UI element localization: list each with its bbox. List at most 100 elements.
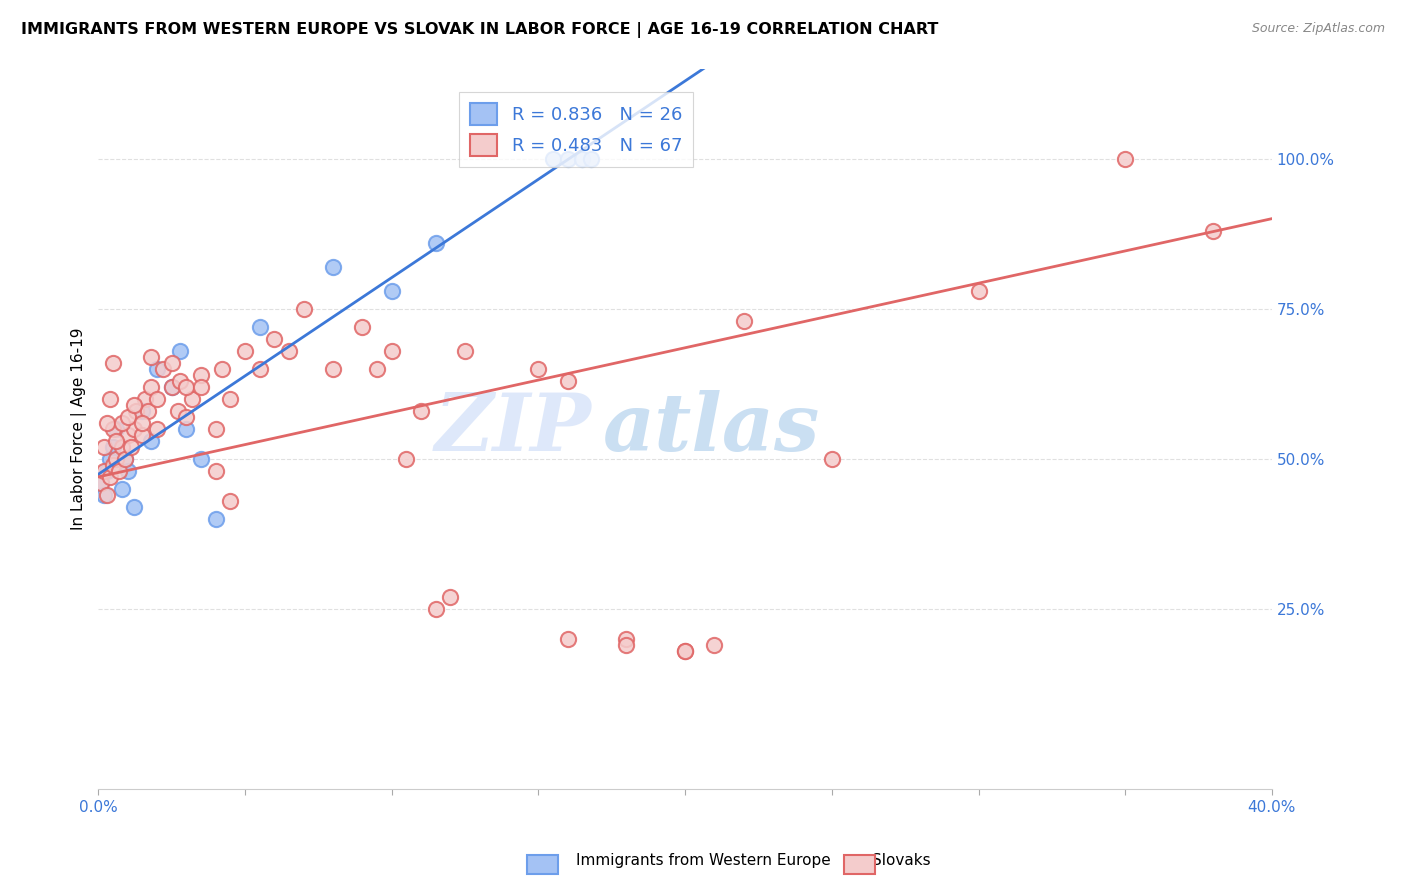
Point (98, 451, 121, 466)
Point (93, 488, 115, 502)
Point (141, 434, 163, 448)
Point (249, 361, 271, 376)
Point (233, 343, 256, 358)
Point (204, 464, 226, 478)
Point (557, 632, 579, 646)
Point (98, 470, 121, 484)
Point (381, 284, 404, 298)
Point (93, 464, 115, 478)
Point (111, 440, 134, 454)
Point (733, 314, 755, 328)
Point (409, 404, 432, 418)
Point (176, 422, 198, 436)
Point (141, 380, 163, 394)
Point (146, 422, 169, 436)
Point (381, 343, 404, 358)
Point (169, 374, 191, 388)
Point (249, 319, 271, 334)
Point (454, 343, 477, 358)
Point (352, 319, 374, 334)
Point (96, 416, 118, 430)
Text: ZIP: ZIP (434, 390, 592, 467)
Legend: R = 0.836   N = 26, R = 0.483   N = 67: R = 0.836 N = 26, R = 0.483 N = 67 (460, 92, 693, 167)
Point (160, 380, 183, 394)
Point (557, 374, 579, 388)
Point (616, 632, 638, 646)
Point (96, 464, 118, 478)
Point (169, 343, 191, 358)
Text: Source: ZipAtlas.com: Source: ZipAtlas.com (1251, 22, 1385, 36)
Point (111, 416, 134, 430)
Point (160, 356, 183, 370)
Point (93, 440, 115, 454)
Point (616, 638, 638, 652)
Point (425, 602, 447, 616)
Point (90, 475, 112, 490)
Point (136, 404, 159, 418)
Point (292, 301, 315, 316)
Point (98, 392, 121, 406)
Point (117, 427, 139, 442)
Point (263, 332, 285, 346)
Point (141, 350, 163, 364)
Point (278, 343, 301, 358)
Point (114, 451, 136, 466)
Point (111, 482, 134, 496)
Point (176, 409, 198, 424)
Point (101, 458, 124, 472)
Point (425, 235, 447, 250)
Point (181, 392, 204, 406)
Point (131, 404, 153, 418)
Point (439, 590, 461, 604)
Point (125, 404, 148, 418)
Point (160, 380, 183, 394)
Point (104, 422, 127, 436)
Point (204, 512, 226, 526)
Point (146, 361, 169, 376)
Point (967, 284, 990, 298)
Point (122, 500, 145, 514)
Point (1114, 152, 1136, 166)
Point (557, 152, 579, 166)
Point (104, 434, 127, 448)
Point (571, 152, 593, 166)
Point (152, 361, 174, 376)
Point (190, 380, 212, 394)
Point (131, 416, 153, 430)
Text: IMMIGRANTS FROM WESTERN EUROPE VS SLOVAK IN LABOR FORCE | AGE 16-19 CORRELATION : IMMIGRANTS FROM WESTERN EUROPE VS SLOVAK… (21, 22, 938, 38)
Text: Immigrants from Western Europe: Immigrants from Western Europe (576, 854, 831, 868)
Point (108, 464, 131, 478)
Point (219, 494, 242, 508)
Point (219, 392, 242, 406)
Point (527, 361, 550, 376)
Point (122, 398, 145, 412)
Point (96, 488, 118, 502)
Point (104, 451, 127, 466)
Point (673, 644, 696, 658)
Point (176, 380, 198, 394)
Point (101, 440, 124, 454)
Point (204, 422, 226, 436)
Point (117, 409, 139, 424)
Point (134, 392, 156, 406)
Point (122, 422, 145, 436)
Point (166, 404, 188, 418)
Point (190, 451, 212, 466)
Point (581, 152, 603, 166)
Point (114, 451, 136, 466)
Y-axis label: In Labor Force | Age 16-19: In Labor Force | Age 16-19 (72, 327, 87, 530)
Point (395, 451, 418, 466)
Point (322, 361, 344, 376)
Point (211, 361, 233, 376)
Point (120, 440, 142, 454)
Point (146, 392, 169, 406)
Point (821, 451, 844, 466)
Point (131, 427, 153, 442)
Point (117, 464, 139, 478)
Point (90, 475, 112, 490)
Text: atlas: atlas (603, 390, 820, 467)
Text: Slovaks: Slovaks (872, 854, 931, 868)
Point (101, 356, 124, 370)
Point (366, 361, 388, 376)
Point (673, 644, 696, 658)
